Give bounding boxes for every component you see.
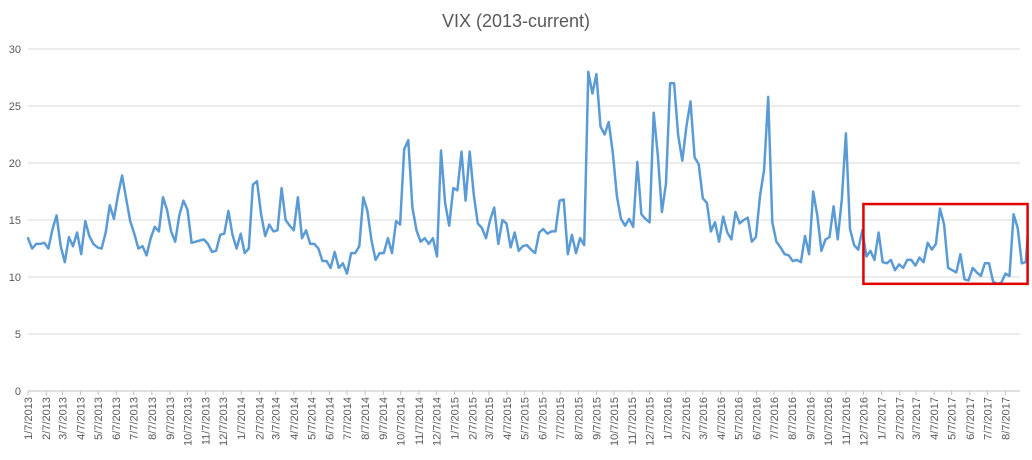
x-tick-label: 9/7/2013: [165, 397, 177, 440]
x-tick-label: 11/7/2016: [841, 397, 853, 445]
x-tick-label: 1/7/2017: [877, 397, 889, 440]
x-tick-label: 5/7/2014: [306, 397, 318, 440]
annotation-layer: [862, 202, 1029, 286]
x-tick-label: 10/7/2014: [396, 397, 408, 446]
x-tick-label: 7/7/2014: [342, 397, 354, 440]
y-tick-label: 0: [15, 386, 21, 398]
x-tick-label: 3/7/2014: [271, 397, 283, 440]
highlight-rectangle: [862, 202, 1029, 286]
x-tick-label: 3/7/2015: [484, 397, 496, 440]
y-tick-label: 30: [9, 44, 21, 56]
x-tick-label: 4/7/2017: [929, 397, 941, 440]
y-tick-label: 10: [9, 272, 21, 284]
x-tick-label: 5/7/2015: [520, 397, 532, 440]
x-tick-label: 1/7/2016: [663, 397, 675, 440]
x-tick-label: 2/7/2015: [468, 397, 480, 440]
x-tick-label: 7/7/2016: [769, 397, 781, 440]
y-tick-label: 15: [9, 215, 21, 227]
x-tick-label: 1/7/2014: [236, 397, 248, 440]
x-tick-label: 6/7/2015: [538, 397, 550, 440]
x-tick-label: 3/7/2016: [698, 397, 710, 440]
x-tick-label: 11/7/2014: [414, 397, 426, 445]
x-tick-label: 9/7/2014: [378, 397, 390, 440]
x-tick-label: 12/7/2015: [645, 397, 657, 446]
x-tick-label: 12/7/2014: [431, 397, 443, 446]
series-line-vix: [26, 70, 1029, 286]
x-tick-label: 1/7/2013: [23, 397, 35, 440]
x-tick-label: 5/7/2016: [733, 397, 745, 440]
x-tick-label: 1/7/2015: [449, 397, 461, 440]
x-tick-label: 2/7/2014: [254, 397, 266, 440]
x-tick-label: 6/7/2017: [965, 397, 977, 440]
x-tick-label: 6/7/2013: [111, 397, 123, 440]
x-tick-label: 8/7/2013: [147, 397, 159, 440]
x-tick-label: 7/7/2015: [555, 397, 567, 440]
x-tick-label: 2/7/2016: [681, 397, 693, 440]
x-axis-ticks: 1/7/2013 2/7/2013 3/7/2013 4/7/2013 5/7/2013…: [23, 391, 1012, 446]
x-tick-label: 8/7/2014: [360, 397, 372, 440]
x-tick-label: 11/7/2015: [627, 397, 639, 445]
gridlines: [28, 48, 1020, 392]
x-tick-label: 10/7/2013: [182, 397, 194, 446]
x-tick-label: 5/7/2017: [947, 397, 959, 440]
x-tick-label: 6/7/2016: [752, 397, 764, 440]
x-tick-label: 7/7/2017: [982, 397, 994, 440]
x-tick-label: 3/7/2013: [57, 397, 69, 440]
x-tick-label: 10/7/2015: [609, 397, 621, 446]
y-tick-label: 20: [9, 158, 21, 170]
x-tick-label: 8/7/2017: [1000, 397, 1012, 440]
x-tick-label: 10/7/2016: [823, 397, 835, 446]
y-tick-label: 25: [9, 101, 21, 113]
x-tick-label: 2/7/2013: [41, 397, 53, 440]
x-tick-label: 3/7/2017: [911, 397, 923, 440]
x-tick-label: 8/7/2015: [573, 397, 585, 440]
series-layer: [26, 70, 1029, 286]
x-tick-label: 2/7/2017: [895, 397, 907, 440]
x-tick-label: 12/7/2013: [218, 397, 230, 446]
x-tick-label: 9/7/2016: [805, 397, 817, 440]
y-axis-ticks: 0 5 10 15 20 25 30: [9, 44, 21, 398]
y-tick-label: 5: [15, 329, 21, 341]
x-tick-label: 8/7/2016: [787, 397, 799, 440]
x-tick-label: 4/7/2015: [502, 397, 514, 440]
x-tick-label: 4/7/2014: [289, 397, 301, 440]
x-tick-label: 9/7/2015: [591, 397, 603, 440]
chart-title: VIX (2013-current): [442, 11, 590, 31]
x-tick-label: 12/7/2016: [858, 397, 870, 446]
x-tick-label: 4/7/2016: [716, 397, 728, 440]
x-tick-label: 7/7/2013: [129, 397, 141, 440]
x-tick-label: 5/7/2013: [93, 397, 105, 440]
x-tick-label: 6/7/2014: [324, 397, 336, 440]
x-tick-label: 11/7/2013: [201, 397, 213, 445]
x-tick-label: 4/7/2013: [76, 397, 88, 440]
